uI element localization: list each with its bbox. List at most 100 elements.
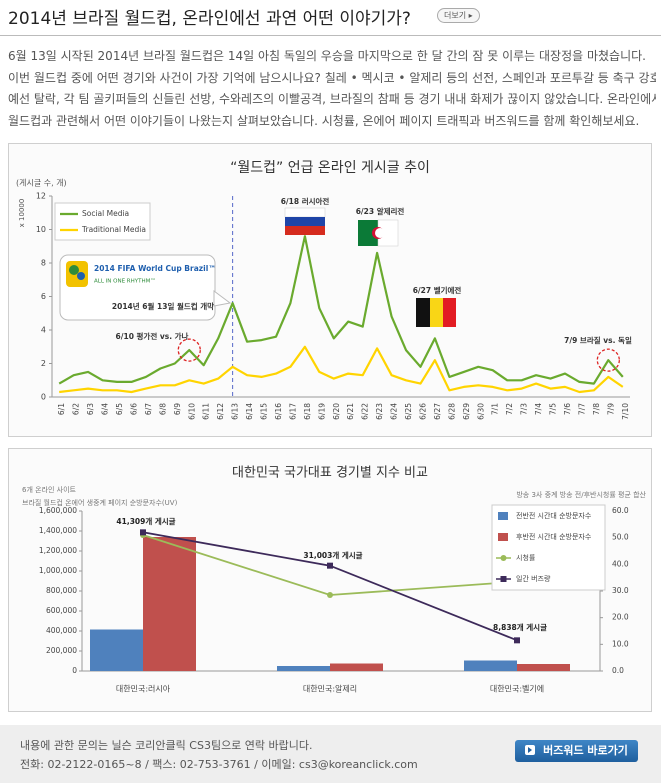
y-tick-label: 12	[36, 192, 46, 201]
page-title: 2014년 브라질 월드컵, 온라인에선 과연 어떤 이야기가?	[8, 9, 411, 29]
footer: 내용에 관한 문의는 닐슨 코리안클릭 CS3팀으로 연락 바랍니다. 전화: …	[0, 725, 661, 783]
legend-swatch	[500, 576, 507, 582]
x-tick-label: 6/14	[245, 403, 254, 420]
x-tick-label: 6/26	[418, 403, 427, 420]
flag-belgium	[416, 298, 456, 327]
button-label: 버즈워드 바로가기	[543, 744, 628, 757]
annotation: 6/18 러시아전	[281, 196, 330, 206]
bar	[517, 664, 570, 671]
x-tick-label: 6/22	[361, 403, 370, 420]
y-tick-label: 6	[41, 292, 46, 301]
x-tick-label: 6/27	[433, 403, 442, 420]
x-tick-label: 6/24	[390, 403, 399, 420]
y2-tick-label: 20.0	[612, 613, 629, 622]
x-tick-label: 6/13	[231, 403, 240, 420]
legend-label: Traditional Media	[81, 225, 146, 234]
y-tick-label: 800,000	[46, 586, 77, 595]
x-tick-label: 6/12	[216, 403, 225, 420]
x-tick-label: 6/28	[447, 403, 456, 420]
y2-tick-label: 60.0	[612, 506, 629, 515]
x-tick-label: 6/7	[144, 403, 153, 415]
x-tick-label: 6/29	[462, 403, 471, 420]
y2-tick-label: 10.0	[612, 639, 629, 648]
y-tick-label: 0	[72, 666, 77, 675]
callout-pointer	[213, 290, 232, 307]
annotation: 6/10 평가전 vs. 가나	[116, 331, 189, 341]
logo-box	[59, 254, 216, 321]
bar	[143, 537, 196, 671]
x-tick-label: 6/17	[288, 403, 297, 420]
chart-title: “월드컵” 언급 온라인 게시글 추이	[230, 160, 430, 176]
x-tick-label: 7/8	[592, 403, 601, 415]
x-tick-label: 6/21	[346, 403, 355, 420]
footer-text: 전화: 02-2122-0165~8 / 팩스: 02-753-3761 / 이…	[20, 758, 418, 771]
y-tick-label: 2	[41, 359, 46, 368]
legend-swatch	[500, 555, 507, 561]
annotation: 2014년 6월 13일 월드컵 개막	[112, 301, 214, 311]
y-axis-unit: (게시글 수, 개)	[16, 178, 67, 188]
x-tick-label: 대한민국:알제리	[303, 684, 357, 694]
text-line: 월드컵과 관련해서 어떤 이야기들이 나왔는지 살펴보았습니다. 시청률, 온에…	[8, 113, 640, 128]
x-tick-label: 6/25	[404, 403, 413, 420]
y-tick-label: 8	[41, 259, 46, 268]
bar	[90, 629, 143, 671]
logo-title: 2014 FIFA World Cup Brazil™	[94, 264, 216, 273]
x-tick-label: 6/2	[72, 403, 81, 415]
more-label: 더보기	[444, 11, 467, 20]
note: 방송 3사 중계 방송 전/후반시청률 평균 합산	[516, 490, 646, 499]
x-tick-label: 6/10	[187, 403, 196, 420]
legend-label: 시청률	[516, 554, 536, 562]
x-tick-label: 6/6	[129, 403, 138, 415]
y-tick-label: 1,400,000	[39, 526, 77, 535]
legend-label: Social Media	[82, 209, 129, 218]
bar	[277, 666, 330, 671]
annotation: 41,309개 게시글	[116, 516, 175, 526]
x-tick-label: 7/5	[549, 403, 558, 415]
x-tick-label: 6/1	[57, 403, 66, 415]
buzzword-button[interactable]: 버즈워드 바로가기	[515, 740, 638, 762]
y2-tick-label: 50.0	[612, 533, 629, 542]
series-line	[59, 345, 624, 394]
logo-emblem	[77, 272, 85, 280]
text-line: 6월 13일 시작된 2014년 브라질 월드컵은 14일 아침 독일의 우승을…	[8, 49, 646, 63]
annotation: 8,838개 게시글	[493, 622, 547, 632]
y-tick-label: 0	[41, 393, 46, 402]
highlight-circle	[177, 338, 201, 362]
y-tick-label: 600,000	[46, 606, 77, 615]
x-tick-label: 7/7	[577, 403, 586, 415]
more-button[interactable]: 더보기 ▸	[437, 8, 480, 23]
x-tick-label: 6/8	[158, 403, 167, 415]
x-tick-label: 6/19	[317, 403, 326, 420]
annotation: 6/27 벨기에전	[413, 285, 462, 295]
x-tick-label: 6/16	[274, 403, 283, 420]
x-tick-label: 6/5	[115, 403, 124, 415]
x-tick-label: 7/1	[491, 403, 500, 415]
y-tick-label: 1,000,000	[39, 566, 77, 575]
logo-slogan: ALL IN ONE RHYTHM™	[94, 278, 156, 285]
flag-algeria	[358, 219, 399, 247]
x-tick-label: 6/3	[86, 403, 95, 415]
annotation: 7/9 브라질 vs. 독일	[564, 335, 632, 345]
x-tick-label: 6/23	[375, 403, 384, 420]
legend-box	[54, 202, 151, 241]
x-tick-label: 6/20	[332, 403, 341, 420]
point-marker	[140, 529, 146, 536]
annotation: 31,003개 게시글	[303, 550, 362, 560]
header: 2014년 브라질 월드컵, 온라인에선 과연 어떤 이야기가? 더보기 ▸	[0, 0, 661, 36]
bar	[330, 663, 383, 671]
x-tick-label: 6/4	[101, 403, 110, 415]
x-tick-label: 7/2	[505, 403, 514, 415]
y-tick-label: 1,200,000	[39, 546, 77, 555]
intro-text: 6월 13일 시작된 2014년 브라질 월드컵은 14일 아침 독일의 우승을…	[8, 46, 656, 132]
trend-chart: “월드컵” 언급 온라인 게시글 추이 (게시글 수, 개) x 10000 0 2 4 6…	[8, 143, 652, 437]
y-tick-label: 10	[36, 225, 46, 234]
y-tick-label: 400,000	[46, 626, 77, 635]
y-tick-label: 200,000	[46, 646, 77, 655]
bar	[464, 660, 517, 671]
y-axis-multiplier: x 10000	[18, 199, 26, 228]
x-tick-label: 대한민국:벨기에	[490, 684, 544, 694]
x-tick-label: 6/9	[173, 403, 182, 415]
button-icon	[525, 745, 536, 755]
x-tick-label: 6/15	[260, 403, 269, 420]
x-tick-label: 7/4	[534, 403, 543, 415]
